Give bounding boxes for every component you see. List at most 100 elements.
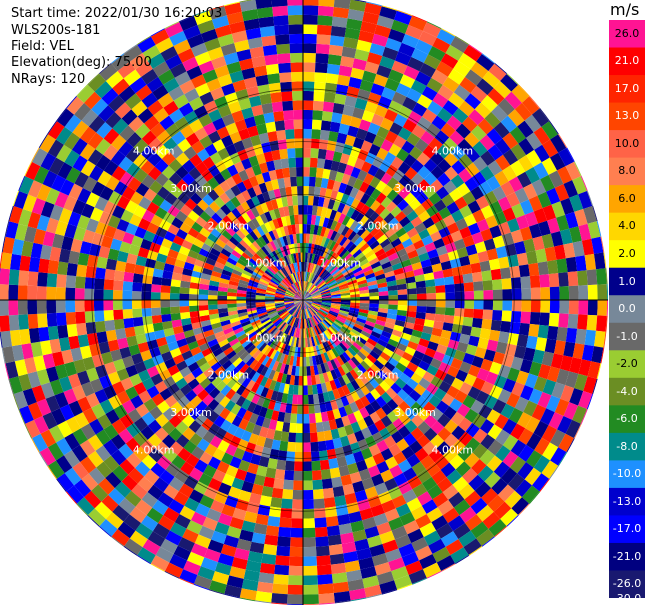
range-gate bbox=[103, 300, 114, 311]
range-gate bbox=[534, 144, 550, 163]
range-gate bbox=[352, 341, 363, 351]
range-gate bbox=[24, 226, 37, 243]
range-gate bbox=[174, 331, 186, 342]
range-gate bbox=[289, 326, 295, 337]
range-gate bbox=[208, 164, 221, 177]
range-gate bbox=[355, 128, 368, 141]
range-gate bbox=[359, 300, 370, 304]
range-gate bbox=[46, 312, 58, 327]
range-gate bbox=[221, 473, 235, 487]
range-gate bbox=[267, 131, 278, 142]
range-gate bbox=[47, 121, 65, 140]
range-gate bbox=[242, 236, 253, 247]
range-gate bbox=[241, 67, 256, 80]
range-gate bbox=[410, 185, 424, 199]
range-gate bbox=[261, 344, 270, 354]
range-gate bbox=[438, 380, 452, 394]
range-gate bbox=[283, 110, 294, 121]
range-gate bbox=[0, 268, 1, 274]
range-gate bbox=[386, 398, 399, 411]
range-gate bbox=[495, 445, 511, 462]
range-gate bbox=[556, 326, 568, 342]
range-gate bbox=[303, 594, 319, 605]
range-gate bbox=[398, 186, 411, 200]
range-gate bbox=[295, 366, 300, 376]
range-gate bbox=[451, 377, 464, 391]
range-gate bbox=[233, 161, 246, 173]
range-gate bbox=[275, 362, 283, 373]
range-gate bbox=[126, 253, 138, 265]
range-gate bbox=[303, 296, 312, 300]
range-gate bbox=[549, 300, 560, 314]
range-gate bbox=[440, 53, 459, 69]
range-gate bbox=[325, 439, 335, 451]
range-gate bbox=[436, 344, 448, 355]
range-gate bbox=[408, 198, 422, 211]
range-gate bbox=[151, 276, 163, 286]
range-gate bbox=[213, 184, 225, 197]
range-gate bbox=[511, 497, 530, 516]
range-gate bbox=[550, 353, 564, 369]
range-gate bbox=[209, 247, 221, 257]
range-gate bbox=[299, 281, 302, 291]
range-gate bbox=[360, 193, 371, 205]
range-gate bbox=[569, 388, 584, 406]
range-gate bbox=[175, 360, 188, 372]
range-gate bbox=[309, 306, 318, 314]
range-gate bbox=[195, 503, 211, 518]
range-gate bbox=[445, 44, 464, 61]
range-gate bbox=[600, 347, 605, 364]
range-gate bbox=[221, 230, 233, 241]
range-gate bbox=[290, 413, 298, 424]
range-gate bbox=[63, 195, 78, 212]
range-gate bbox=[80, 126, 97, 144]
range-gate bbox=[540, 300, 551, 313]
range-gate bbox=[327, 534, 342, 546]
range-gate bbox=[77, 396, 92, 413]
range-gate bbox=[221, 359, 233, 370]
range-gate bbox=[303, 293, 311, 300]
range-gate bbox=[430, 376, 443, 388]
range-gate bbox=[18, 175, 26, 192]
range-gate bbox=[172, 354, 185, 365]
range-gate bbox=[303, 461, 312, 472]
range-gate bbox=[277, 270, 286, 279]
range-gate bbox=[359, 289, 370, 295]
range-gate bbox=[388, 69, 404, 83]
range-gate bbox=[147, 53, 166, 69]
range-gate bbox=[432, 492, 449, 508]
range-gate bbox=[183, 440, 197, 454]
range-gate bbox=[317, 267, 324, 277]
range-gate bbox=[82, 229, 96, 244]
range-gate bbox=[273, 430, 283, 441]
range-gate bbox=[510, 229, 524, 244]
range-gate bbox=[81, 203, 95, 219]
range-gate bbox=[167, 223, 180, 236]
range-gate bbox=[201, 405, 214, 419]
range-gate bbox=[205, 334, 217, 343]
range-gate bbox=[255, 238, 264, 249]
range-gate bbox=[303, 432, 311, 443]
range-gate bbox=[323, 260, 331, 270]
range-gate bbox=[65, 275, 77, 289]
range-gate bbox=[350, 67, 365, 80]
range-gate bbox=[199, 283, 210, 291]
range-gate bbox=[9, 206, 23, 224]
range-ring-label: 1.00km bbox=[320, 331, 362, 344]
range-gate bbox=[245, 27, 262, 40]
range-gate bbox=[89, 343, 102, 357]
range-gate bbox=[476, 218, 490, 232]
range-gate bbox=[444, 152, 459, 167]
range-gate bbox=[277, 53, 291, 64]
range-gate bbox=[47, 259, 59, 275]
range-gate bbox=[226, 240, 237, 250]
range-gate bbox=[455, 555, 470, 565]
range-gate bbox=[580, 408, 588, 425]
range-gate bbox=[146, 507, 164, 524]
range-gate bbox=[303, 300, 309, 309]
range-gate bbox=[341, 415, 351, 427]
range-gate bbox=[107, 339, 120, 352]
range-gate bbox=[323, 330, 331, 340]
range-gate bbox=[597, 284, 608, 300]
range-gate bbox=[186, 65, 203, 80]
